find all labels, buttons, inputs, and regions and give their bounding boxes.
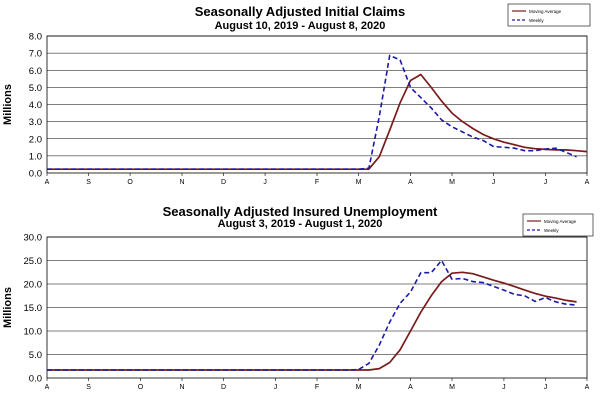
chart2-x-tick-label: M <box>356 384 362 391</box>
chart1-title: Seasonally Adjusted Initial Claims <box>194 4 406 19</box>
chart1-plot: 0.0 1.0 2.0 3.0 4.0 5.0 6.0 7.0 8.0 A S O N D J F M A M J J A… <box>2 32 590 187</box>
chart1-x-tick-label: F <box>315 179 319 186</box>
chart1-x-tick-label: S <box>86 179 91 186</box>
chart1-x-tick-label: A <box>408 179 413 186</box>
chart2-x-tick-label: A <box>408 384 413 391</box>
chart1-x-tick-label: O <box>127 179 133 186</box>
chart1-subtitle: August 10, 2019 - August 8, 2020 <box>214 20 386 32</box>
chart2-y-tick-label: 25.0 <box>24 256 43 267</box>
chart1-legend-box <box>507 3 591 27</box>
chart1-x-tick-label: A <box>45 179 50 186</box>
chart2-x-tick-label: M <box>449 384 455 391</box>
chart1-y-tick-label: 3.0 <box>29 117 42 128</box>
chart1-x-tick-label: D <box>221 179 226 186</box>
chart1-y-tick-label: 6.0 <box>29 66 42 77</box>
chart1-legend-label: Moving Average <box>529 9 562 14</box>
chart2-legend-label: Moving Average <box>544 219 577 224</box>
chart2-y-tick-label: 20.0 <box>24 280 43 291</box>
chart1-y-tick-label: 5.0 <box>29 83 42 94</box>
chart1-x-tick-label: M <box>356 179 362 186</box>
chart1-y-tick-label: 8.0 <box>29 32 42 43</box>
chart1-x-tick-label: J <box>544 179 548 186</box>
chart2-legend-box <box>522 213 594 237</box>
chart2-legend: Moving Average Weekly <box>522 213 594 237</box>
chart2-x-tick-label: S <box>86 384 91 391</box>
chart1-x-tick-label: A <box>585 179 590 186</box>
chart2-plot: 0.0 5.0 10.0 15.0 20.0 25.0 30.0 A S O N D J F M A M J J A M… <box>2 233 590 392</box>
chart1-legend-label: Weekly <box>529 18 544 23</box>
chart1-x-tick-label: J <box>263 179 267 186</box>
chart2-title: Seasonally Adjusted Insured Unemployment <box>162 204 438 219</box>
chart2-subtitle: August 3, 2019 - August 1, 2020 <box>217 218 383 230</box>
chart2-x-tick-label: A <box>45 384 50 391</box>
chart1-x-tick-label: M <box>449 179 455 186</box>
chart2-x-tick-label: O <box>138 384 144 391</box>
chart1-series-weekly-line <box>47 54 577 170</box>
chart1-y-tick-label: 1.0 <box>29 151 42 162</box>
chart1-y-axis-title: Millions <box>2 84 14 125</box>
chart2-y-tick-label: 10.0 <box>24 327 43 338</box>
chart2-x-tick-label: F <box>315 384 319 391</box>
chart1-legend: Moving Average Weekly <box>507 3 591 27</box>
chart1-y-tick-label: 2.0 <box>29 134 42 145</box>
chart1-x-tick-label: N <box>179 179 184 186</box>
chart2-y-tick-label: 15.0 <box>24 303 43 314</box>
chart1-x-tick-label: J <box>492 179 496 186</box>
chart1-y-tick-label: 4.0 <box>29 100 42 111</box>
chart1-y-tick-label: 7.0 <box>29 49 42 60</box>
chart2-x-tick-label: J <box>274 384 278 391</box>
chart2-x-tick-label: A <box>585 384 590 391</box>
chart2-x-tick-label: J <box>544 384 548 391</box>
chart2-x-tick-label: N <box>179 384 184 391</box>
chart2-y-tick-label: 30.0 <box>24 233 43 244</box>
chart1-y-tick-label: 0.0 <box>29 169 42 180</box>
chart2-y-tick-label: 5.0 <box>29 350 42 361</box>
chart2-y-axis-title: Millions <box>2 287 14 328</box>
chart2-x-tick-label: D <box>221 384 226 391</box>
chart2-legend-label: Weekly <box>544 228 559 233</box>
chart2-series-weekly-line <box>47 259 577 371</box>
chart2-x-tick-label: J <box>502 384 506 391</box>
chart2-y-tick-label: 0.0 <box>29 374 42 385</box>
